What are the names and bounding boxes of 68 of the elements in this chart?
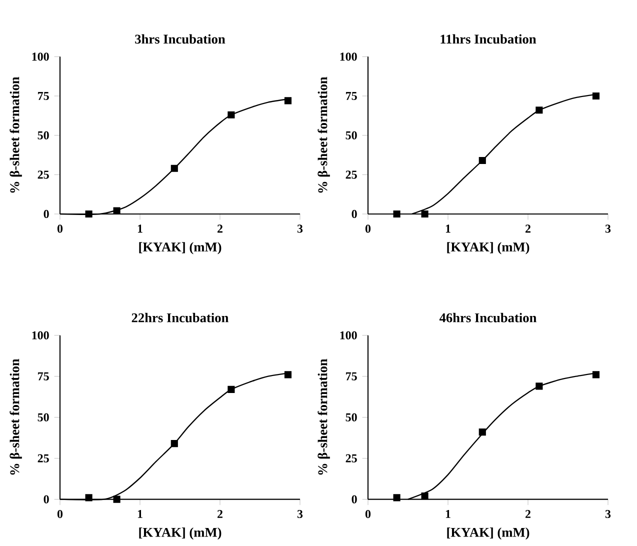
point xyxy=(113,207,120,214)
x-axis-title: [KYAK] (mM) xyxy=(139,527,222,540)
y-axis-title: % β-sheet formation xyxy=(10,358,22,475)
chart-title: 22hrs Incubation xyxy=(132,312,229,322)
y-tick-label: 25 xyxy=(346,170,357,179)
chart-title: 11hrs Incubation xyxy=(440,34,536,44)
x-tick-label: 0 xyxy=(57,224,63,233)
y-axis-title: % β-sheet formation xyxy=(10,76,22,193)
y-tick-label: 25 xyxy=(346,454,357,462)
point xyxy=(85,494,92,502)
y-tick-label: 75 xyxy=(346,92,357,100)
x-axis-title: [KYAK] (mM) xyxy=(447,527,530,540)
point xyxy=(113,496,120,503)
point xyxy=(228,111,235,118)
x-tick-label: 2 xyxy=(525,510,530,518)
x-tick-label: 0 xyxy=(57,510,63,518)
point xyxy=(393,494,400,502)
x-tick-label: 1 xyxy=(446,224,450,233)
x-axis-title: [KYAK] (mM) xyxy=(447,242,530,254)
x-tick-label: 2 xyxy=(218,510,222,518)
point xyxy=(170,164,178,172)
y-tick-label: 100 xyxy=(32,331,49,340)
chart-title: 46hrs Incubation xyxy=(439,312,537,322)
y-tick-label: 25 xyxy=(38,454,49,462)
y-axis-title: % β-sheet formation xyxy=(318,358,330,475)
y-tick-label: 50 xyxy=(346,131,357,140)
x-tick-label: 3 xyxy=(605,510,611,518)
x-tick-label: 0 xyxy=(365,510,371,518)
chart-title: 3hrs Incubation xyxy=(135,34,226,44)
point xyxy=(478,156,486,164)
point xyxy=(421,210,428,218)
x-tick-label: 1 xyxy=(446,510,450,518)
x-tick-label: 2 xyxy=(525,224,530,233)
point xyxy=(284,371,292,378)
x-axis-title: [KYAK] (mM) xyxy=(139,242,222,254)
y-tick-label: 0 xyxy=(352,210,357,218)
y-tick-label: 25 xyxy=(38,170,49,179)
point xyxy=(228,386,235,393)
y-axis-title: % β-sheet formation xyxy=(318,76,330,193)
y-tick-label: 50 xyxy=(38,131,49,140)
x-tick-label: 3 xyxy=(297,224,303,233)
point xyxy=(592,371,600,378)
x-tick-label: 1 xyxy=(138,224,142,233)
point xyxy=(393,210,400,218)
y-tick-label: 50 xyxy=(346,413,357,422)
y-tick-label: 75 xyxy=(346,372,357,380)
y-tick-label: 100 xyxy=(340,331,357,340)
y-tick-label: 75 xyxy=(38,372,49,380)
y-tick-label: 50 xyxy=(38,413,49,422)
y-tick-label: 75 xyxy=(38,92,49,100)
point xyxy=(478,428,486,436)
x-tick-label: 0 xyxy=(365,224,371,233)
y-tick-label: 100 xyxy=(340,52,357,61)
point xyxy=(170,440,178,448)
y-tick-label: 100 xyxy=(32,52,49,61)
point xyxy=(536,382,543,390)
x-tick-label: 3 xyxy=(605,224,611,233)
y-tick-label: 0 xyxy=(44,210,49,218)
x-tick-label: 3 xyxy=(297,510,303,518)
y-tick-label: 0 xyxy=(44,495,49,504)
x-tick-label: 2 xyxy=(218,224,222,233)
x-tick-label: 1 xyxy=(138,510,142,518)
y-tick-label: 0 xyxy=(352,495,357,504)
point xyxy=(536,106,543,114)
point xyxy=(421,492,428,500)
point xyxy=(592,92,600,100)
point xyxy=(284,97,292,104)
point xyxy=(85,210,92,218)
